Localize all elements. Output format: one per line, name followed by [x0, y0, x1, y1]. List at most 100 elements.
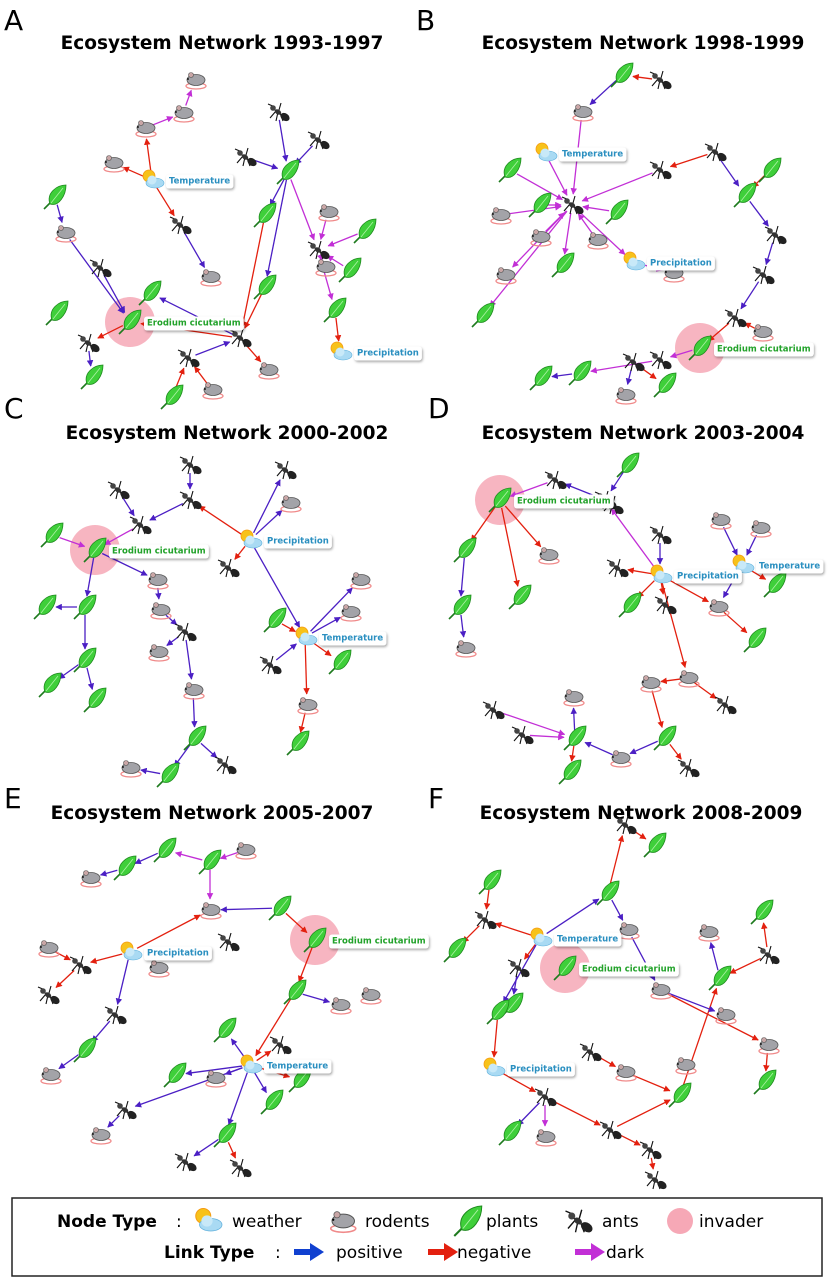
rodent-ear	[644, 676, 649, 681]
rodent-eye	[457, 646, 459, 648]
rodent-eye	[204, 388, 206, 390]
ant-icon	[170, 216, 193, 236]
rodent-eye	[754, 330, 756, 332]
ant-icon	[108, 481, 131, 501]
plant-icon	[114, 856, 136, 880]
ant-head	[80, 336, 86, 342]
panel-letter: A	[4, 4, 23, 37]
ant-icon	[180, 491, 203, 511]
link	[583, 207, 609, 211]
plant-icon	[617, 453, 639, 477]
plant-icon	[530, 366, 552, 390]
rodent-eye	[589, 238, 591, 240]
rodent-icon	[361, 988, 381, 1005]
node-label: Erodium cicutarium	[112, 547, 206, 557]
plant-icon	[509, 585, 531, 609]
rodent-ear	[364, 988, 369, 993]
rodent-eye	[149, 578, 151, 580]
node-label: Temperature	[322, 634, 383, 644]
ant-icon	[78, 334, 101, 354]
link	[195, 342, 229, 355]
link	[766, 243, 773, 265]
link	[530, 735, 564, 737]
link	[118, 960, 129, 1005]
rodent-ear	[152, 645, 157, 650]
rodent-eye	[57, 231, 59, 233]
rodent-ear	[567, 690, 572, 695]
rodent-icon	[236, 843, 256, 860]
rodent-eye	[665, 271, 667, 273]
ant-icon	[607, 559, 630, 579]
link	[89, 351, 91, 366]
plant-icon	[499, 1121, 521, 1145]
rodent-ear	[189, 73, 194, 78]
rodent-icon	[201, 270, 221, 287]
link	[101, 870, 118, 875]
link	[235, 546, 245, 559]
rodent-ear	[591, 233, 596, 238]
node-label: Precipitation	[677, 572, 739, 582]
rodent-icon	[676, 1058, 696, 1075]
plant-icon	[269, 896, 291, 920]
link	[282, 624, 295, 632]
rodent-eye	[700, 930, 702, 932]
rodent-ear	[334, 1212, 340, 1218]
rodent-icon	[186, 73, 206, 90]
link	[486, 890, 489, 909]
panel-title: Ecosystem Network 2003-2004	[482, 423, 805, 444]
link	[612, 509, 656, 569]
cloud-puff	[489, 1064, 498, 1073]
panel-letter: D	[428, 392, 450, 425]
ant-icon	[640, 1141, 663, 1161]
rodent-icon	[753, 325, 773, 342]
ant-head	[652, 163, 658, 169]
ant-head	[217, 758, 223, 764]
plant-icon	[669, 1083, 691, 1107]
cloud-puff	[541, 149, 550, 158]
rodent-ear	[679, 1058, 684, 1063]
rodent-ear	[44, 1068, 49, 1073]
weather-icon	[331, 342, 352, 360]
ant-icon	[650, 351, 673, 371]
rodent-ear	[262, 363, 267, 368]
rodent-eye	[752, 526, 754, 528]
rodent-icon	[259, 363, 279, 380]
rodent-icon	[39, 941, 59, 958]
ant-head	[652, 73, 658, 79]
link	[670, 744, 681, 759]
ant-head	[485, 703, 491, 709]
ant-icon	[655, 596, 678, 616]
rodent-ear	[459, 641, 464, 646]
weather-icon	[531, 928, 552, 946]
rodent-ear	[84, 871, 89, 876]
rodent-ear	[187, 683, 192, 688]
rodent-eye	[42, 1073, 44, 1075]
rodent-icon	[539, 548, 559, 565]
rodent-ear	[719, 1008, 724, 1013]
node-label: Precipitation	[510, 1065, 572, 1075]
rodent-icon	[611, 751, 631, 768]
plant-icon	[449, 595, 471, 619]
link	[766, 1053, 767, 1071]
weather-icon	[624, 252, 645, 270]
link	[123, 167, 145, 176]
rodent-eye	[202, 908, 204, 910]
link	[167, 637, 179, 646]
plant-icon	[454, 538, 476, 562]
plant-icon	[709, 966, 731, 990]
link	[59, 665, 79, 679]
panel-letter: E	[4, 782, 22, 815]
link	[254, 1072, 266, 1093]
ant-icon	[508, 959, 531, 979]
ant-head	[180, 351, 186, 357]
cloud-puff	[126, 948, 135, 957]
plant-icon	[487, 1000, 509, 1024]
link	[747, 535, 757, 555]
plant-icon	[254, 275, 276, 299]
ant-head	[117, 1103, 123, 1109]
link	[517, 174, 562, 200]
legend-label: rodents	[365, 1212, 430, 1232]
